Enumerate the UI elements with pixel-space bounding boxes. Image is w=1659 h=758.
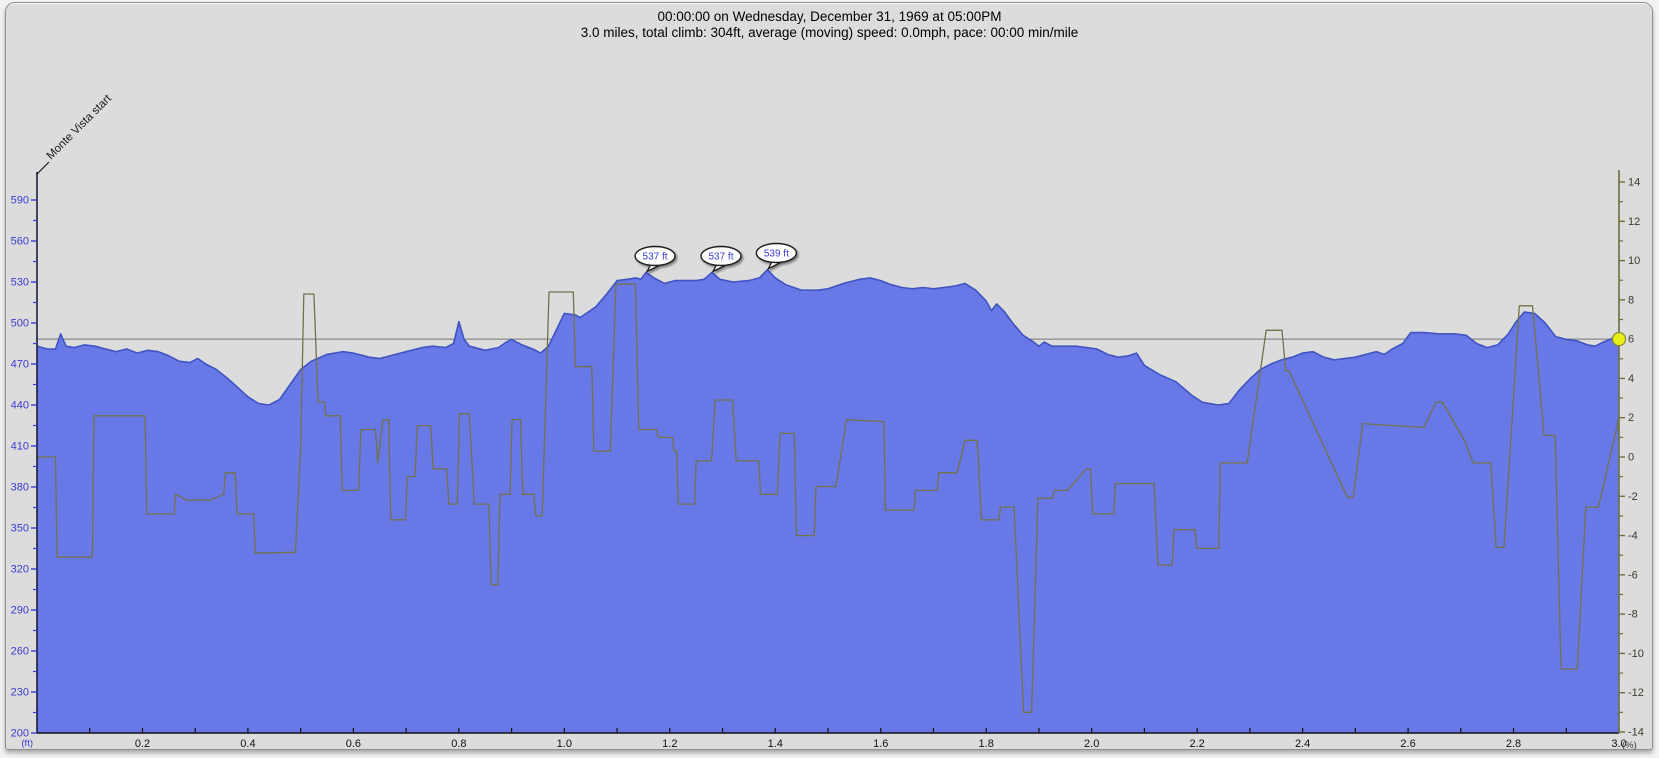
left-axis: 590 560 530 500 470 440 410 380 350 320 290 260 230 2… — [11, 172, 38, 749]
right-axis-tick-label: -8 — [1628, 609, 1638, 621]
right-axis-unit-label: (%) — [1622, 740, 1637, 751]
x-axis-tick-label: 1.0 — [557, 738, 572, 750]
elevation-callout[interactable]: 537 ft — [700, 245, 742, 273]
right-axis-tick-label: 2 — [1628, 412, 1634, 424]
right-axis-tick-label: 6 — [1628, 334, 1634, 346]
left-axis-tick-label: 320 — [11, 563, 29, 575]
left-axis-tick-label: 200 — [11, 728, 29, 740]
left-axis-tick-label: 350 — [11, 522, 29, 534]
elevation-edge-line — [36, 268, 1620, 406]
callout-bubble — [755, 242, 798, 264]
start-annotation: Monte Vista start — [36, 92, 115, 175]
left-axis-tick-label: 590 — [11, 194, 29, 206]
right-axis-tick-label: 0 — [1628, 452, 1634, 464]
x-axis-tick-label: 0.4 — [240, 738, 255, 750]
left-axis-tick-label: 530 — [11, 276, 29, 288]
left-axis-tick-label: 560 — [11, 235, 29, 247]
left-axis-tick-label: 230 — [11, 686, 29, 698]
right-axis-tick-label: 8 — [1628, 294, 1634, 306]
left-axis-tick-label: 500 — [11, 317, 29, 329]
x-axis-tick-label: 1.2 — [662, 738, 677, 750]
left-axis-tick-label: 260 — [11, 645, 29, 657]
right-axis-tick-label: 4 — [1628, 373, 1634, 385]
elevation-area — [37, 269, 1619, 733]
elevation-callout[interactable]: 537 ft — [634, 245, 676, 273]
callout-bubble — [700, 245, 742, 267]
x-axis-tick-label: 2.0 — [1084, 738, 1099, 750]
x-axis-tick-label: 2.8 — [1506, 738, 1521, 750]
left-axis-tick-label: 380 — [11, 481, 29, 493]
x-axis-tick-label: 0.2 — [135, 738, 150, 750]
start-annotation-label: Monte Vista start — [45, 92, 115, 162]
chart-title: 00:00:00 on Wednesday, December 31, 1969… — [657, 9, 1002, 24]
right-axis-tick-label: -14 — [1628, 726, 1644, 738]
left-axis-tick-label: 290 — [11, 604, 29, 616]
right-axis-tick-label: -2 — [1628, 491, 1638, 503]
right-axis-tick-label: 12 — [1628, 216, 1640, 228]
x-axis-tick-label: 3.0 — [1611, 738, 1626, 750]
right-axis-tick-label: 14 — [1628, 177, 1640, 189]
x-axis-tick-label: 1.6 — [873, 738, 888, 750]
position-marker[interactable] — [1611, 332, 1627, 347]
left-axis-tick-label: 470 — [11, 358, 29, 370]
callout-label: 539 ft — [764, 249, 789, 260]
x-axis-tick-label: 2.6 — [1400, 738, 1415, 750]
x-axis-tick-label: 2.4 — [1295, 738, 1310, 750]
x-axis-tick-label: 1.4 — [768, 738, 783, 750]
callout-label: 537 ft — [643, 252, 668, 263]
x-axis-tick-label: 1.8 — [979, 738, 994, 750]
chart-subtitle: 3.0 miles, total climb: 304ft, average (… — [580, 25, 1079, 40]
chart-header: 00:00:00 on Wednesday, December 31, 1969… — [0, 9, 1659, 41]
elevation-callout[interactable]: 539 ft — [755, 242, 798, 271]
callout-label: 537 ft — [708, 252, 733, 263]
x-axis-tick-label: 2.2 — [1189, 738, 1204, 750]
left-axis-tick-label: 440 — [11, 399, 29, 411]
right-axis-tick-label: 10 — [1628, 255, 1640, 267]
grade-line — [37, 283, 1620, 713]
left-axis-unit-label: (ft) — [21, 738, 33, 749]
start-annotation-connector — [36, 161, 50, 175]
left-axis-tick-label: 410 — [11, 440, 29, 452]
x-axis-tick-label: 0.6 — [346, 738, 361, 750]
callout-bubble — [634, 245, 676, 267]
right-axis-tick-label: -4 — [1628, 530, 1638, 542]
right-axis-tick-label: -12 — [1628, 687, 1644, 699]
x-axis-tick-label: 0.8 — [451, 738, 466, 750]
right-axis-tick-label: -10 — [1628, 648, 1644, 660]
right-axis: 14 12 10 8 6 4 2 0 -2 -4 -6 -8 -10 -12 -14 (%) — [1618, 170, 1644, 751]
x-axis: 0.2 0.4 0.6 0.8 1.0 1.2 1.4 1.6 1.8 2.0 2.2 2.4 2.6 2… — [37, 728, 1627, 750]
right-axis-tick-label: -6 — [1628, 569, 1638, 581]
